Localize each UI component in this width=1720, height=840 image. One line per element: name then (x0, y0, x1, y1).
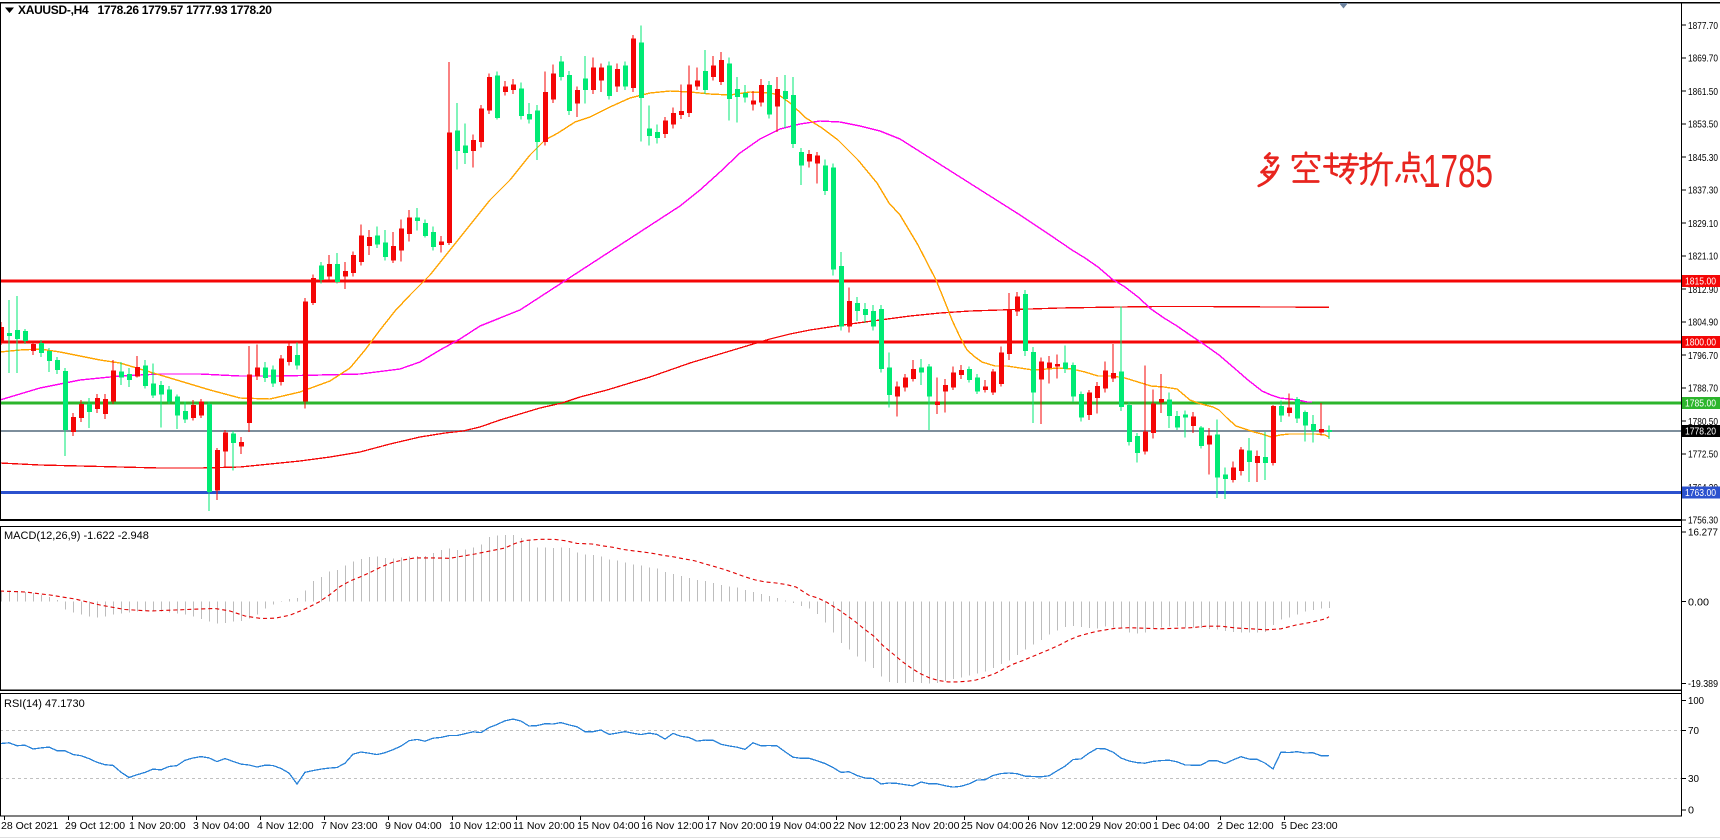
svg-text:0: 0 (1688, 805, 1694, 817)
svg-text:1869.70: 1869.70 (1688, 53, 1718, 65)
svg-text:100: 100 (1688, 695, 1704, 707)
svg-text:7 Nov 23:00: 7 Nov 23:00 (321, 820, 378, 832)
svg-text:1796.70: 1796.70 (1688, 350, 1718, 362)
svg-text:RSI(14) 47.1730: RSI(14) 47.1730 (4, 698, 85, 710)
svg-text:70: 70 (1688, 725, 1699, 737)
svg-text:1829.10: 1829.10 (1688, 218, 1718, 230)
svg-text:16 Nov 12:00: 16 Nov 12:00 (641, 820, 704, 832)
svg-text:1788.70: 1788.70 (1688, 383, 1718, 395)
svg-text:0.00: 0.00 (1688, 596, 1709, 608)
svg-text:1877.70: 1877.70 (1688, 20, 1718, 32)
svg-text:30: 30 (1688, 773, 1699, 785)
svg-text:1763.00: 1763.00 (1685, 487, 1716, 499)
svg-text:29 Nov 20:00: 29 Nov 20:00 (1089, 820, 1152, 832)
svg-text:11 Nov 20:00: 11 Nov 20:00 (513, 820, 575, 832)
svg-text:1780.50: 1780.50 (1688, 416, 1718, 428)
svg-text:1815.00: 1815.00 (1685, 276, 1716, 288)
svg-text:4 Nov 12:00: 4 Nov 12:00 (257, 820, 314, 832)
svg-text:MACD(12,26,9) -1.622 -2.948: MACD(12,26,9) -1.622 -2.948 (4, 530, 149, 542)
svg-text:1853.50: 1853.50 (1688, 119, 1718, 131)
svg-text:9 Nov 04:00: 9 Nov 04:00 (385, 820, 442, 832)
svg-text:23 Nov 20:00: 23 Nov 20:00 (897, 820, 960, 832)
svg-text:1756.30: 1756.30 (1688, 515, 1718, 527)
svg-text:26 Nov 12:00: 26 Nov 12:00 (1025, 820, 1088, 832)
svg-text:1 Dec 04:00: 1 Dec 04:00 (1153, 820, 1210, 832)
svg-text:3 Nov 04:00: 3 Nov 04:00 (193, 820, 250, 832)
svg-text:5 Dec 23:00: 5 Dec 23:00 (1281, 820, 1338, 832)
svg-text:1845.30: 1845.30 (1688, 152, 1718, 164)
svg-text:1804.90: 1804.90 (1688, 317, 1718, 329)
svg-text:1 Nov 20:00: 1 Nov 20:00 (129, 820, 186, 832)
svg-text:1772.50: 1772.50 (1688, 449, 1718, 461)
svg-text:25 Nov 04:00: 25 Nov 04:00 (961, 820, 1024, 832)
svg-text:22 Nov 12:00: 22 Nov 12:00 (833, 820, 896, 832)
svg-text:17 Nov 20:00: 17 Nov 20:00 (705, 820, 768, 832)
svg-text:XAUUSD-,H4 1778.26 1779.57 1: XAUUSD-,H4 1778.26 1779.57 1777.93 1778.… (18, 3, 272, 17)
svg-text:16.277: 16.277 (1688, 527, 1718, 539)
svg-text:29 Oct 12:00: 29 Oct 12:00 (65, 820, 125, 832)
svg-text:10 Nov 12:00: 10 Nov 12:00 (449, 820, 512, 832)
svg-text:1785.00: 1785.00 (1685, 398, 1716, 410)
svg-text:19 Nov 04:00: 19 Nov 04:00 (769, 820, 832, 832)
svg-text:28 Oct 2021: 28 Oct 2021 (1, 820, 58, 832)
svg-text:1785: 1785 (1423, 145, 1493, 197)
svg-text:1800.00: 1800.00 (1685, 337, 1716, 349)
svg-text:1861.50: 1861.50 (1688, 86, 1718, 98)
svg-text:1821.10: 1821.10 (1688, 251, 1718, 263)
svg-text:-19.389: -19.389 (1688, 678, 1718, 690)
svg-text:15 Nov 04:00: 15 Nov 04:00 (577, 820, 640, 832)
svg-text:1778.20: 1778.20 (1685, 426, 1716, 438)
svg-text:1837.30: 1837.30 (1688, 185, 1718, 197)
svg-text:2 Dec 12:00: 2 Dec 12:00 (1217, 820, 1274, 832)
